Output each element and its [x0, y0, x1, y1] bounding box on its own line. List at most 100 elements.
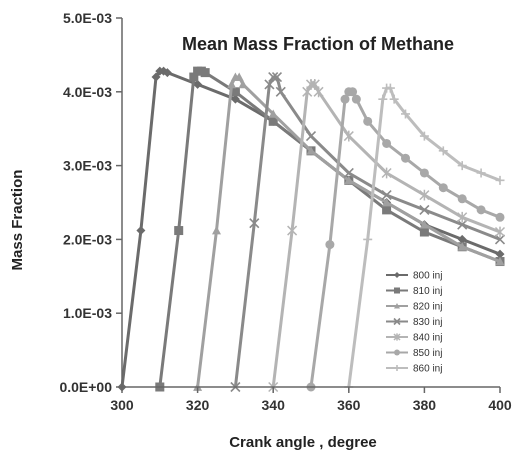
series-line — [347, 86, 501, 388]
data-point — [495, 212, 505, 222]
legend-label: 800 inj — [413, 271, 442, 282]
data-point — [343, 130, 354, 142]
data-point — [306, 146, 316, 155]
legend-entry: 850 inj — [386, 348, 442, 359]
legend-label: 810 inj — [413, 286, 442, 297]
series-layer — [117, 66, 506, 393]
x-tick-label: 300 — [110, 397, 134, 413]
data-point — [212, 226, 221, 235]
chart-title: Mean Mass Fraction of Methane — [182, 34, 454, 54]
legend-label: 850 inj — [413, 348, 442, 359]
data-point — [344, 175, 354, 185]
data-point — [268, 116, 278, 126]
data-point — [363, 116, 373, 126]
data-point — [363, 234, 373, 244]
legend-entry: 840 inj — [386, 333, 442, 344]
data-point — [476, 168, 486, 178]
legend: 800 inj 810 inj 820 inj 830 inj 840 inj 850 i… — [386, 271, 442, 375]
y-tick-label: 0.0E+00 — [59, 379, 112, 395]
x-tick-label: 360 — [337, 397, 361, 413]
data-point — [313, 86, 324, 98]
data-point — [495, 175, 505, 185]
data-point — [457, 194, 467, 204]
y-tick-label: 4.0E-03 — [63, 84, 112, 100]
data-point — [271, 71, 283, 83]
series-820-inj — [193, 72, 505, 391]
data-point — [382, 198, 392, 207]
data-point — [348, 87, 358, 97]
series-850-inj — [306, 87, 505, 392]
y-tick-label: 1.0E-03 — [63, 305, 112, 321]
data-point — [419, 131, 429, 141]
data-point — [381, 167, 392, 179]
data-point — [378, 94, 388, 104]
data-point — [385, 83, 395, 93]
data-point — [401, 109, 410, 119]
data-point — [381, 190, 392, 201]
data-point — [438, 183, 448, 193]
data-point — [136, 226, 146, 236]
data-point — [343, 167, 354, 179]
data-point — [419, 220, 429, 229]
legend-entry: 810 inj — [386, 286, 442, 297]
y-tick-label: 5.0E-03 — [63, 10, 112, 26]
data-point — [457, 211, 468, 223]
x-tick-label: 320 — [186, 397, 210, 413]
legend-label: 820 inj — [413, 302, 442, 313]
data-point — [495, 249, 505, 259]
legend-entry: 820 inj — [386, 302, 442, 313]
data-point — [394, 287, 400, 294]
series-line — [233, 75, 501, 388]
data-point — [494, 226, 506, 238]
data-point — [325, 240, 335, 250]
series-840-inj — [268, 79, 506, 393]
data-point — [234, 72, 244, 81]
legend-label: 860 inj — [413, 364, 442, 375]
data-point — [230, 94, 240, 104]
y-axis-title: Mass Fraction — [9, 170, 26, 271]
data-point — [394, 272, 400, 278]
x-axis-title: Crank angle , degree — [229, 434, 377, 451]
legend-label: 830 inj — [413, 317, 442, 328]
data-point — [419, 168, 429, 178]
data-point — [340, 94, 350, 104]
data-point — [394, 365, 400, 371]
data-point — [382, 205, 392, 215]
data-point — [394, 349, 400, 356]
legend-entry: 860 inj — [386, 364, 442, 375]
y-tick-label: 3.0E-03 — [63, 158, 112, 174]
data-point — [268, 71, 279, 83]
x-tick-label: 380 — [413, 397, 437, 413]
legend-entry: 830 inj — [386, 317, 442, 328]
data-point — [494, 234, 506, 245]
data-point — [249, 218, 260, 229]
ticks-layer: 0.0E+00 1.0E-03 2.0E-03 3.0E-03 4.0E-03 5.0E-… — [59, 10, 511, 413]
data-point — [457, 219, 468, 230]
data-point — [476, 205, 486, 215]
data-point — [275, 86, 286, 97]
x-tick-label: 400 — [488, 397, 512, 413]
data-point — [495, 257, 505, 266]
legend-entry: 800 inj — [386, 271, 442, 282]
series-860-inj — [344, 83, 505, 392]
data-point — [189, 72, 199, 82]
data-point — [193, 79, 203, 89]
data-point — [457, 242, 467, 251]
y-tick-label: 2.0E-03 — [63, 231, 112, 247]
data-point — [227, 79, 237, 89]
legend-label: 840 inj — [413, 333, 442, 344]
data-point — [287, 225, 298, 236]
data-point — [305, 131, 317, 142]
data-point — [200, 68, 210, 78]
data-point — [162, 68, 172, 78]
axes-layer — [121, 18, 500, 388]
data-point — [351, 94, 361, 104]
data-point — [457, 161, 467, 171]
data-point — [238, 79, 248, 89]
data-point — [419, 227, 429, 237]
data-point — [268, 109, 278, 118]
data-point — [419, 204, 430, 215]
data-point — [394, 303, 400, 309]
data-point — [393, 317, 401, 326]
data-point — [382, 138, 392, 148]
